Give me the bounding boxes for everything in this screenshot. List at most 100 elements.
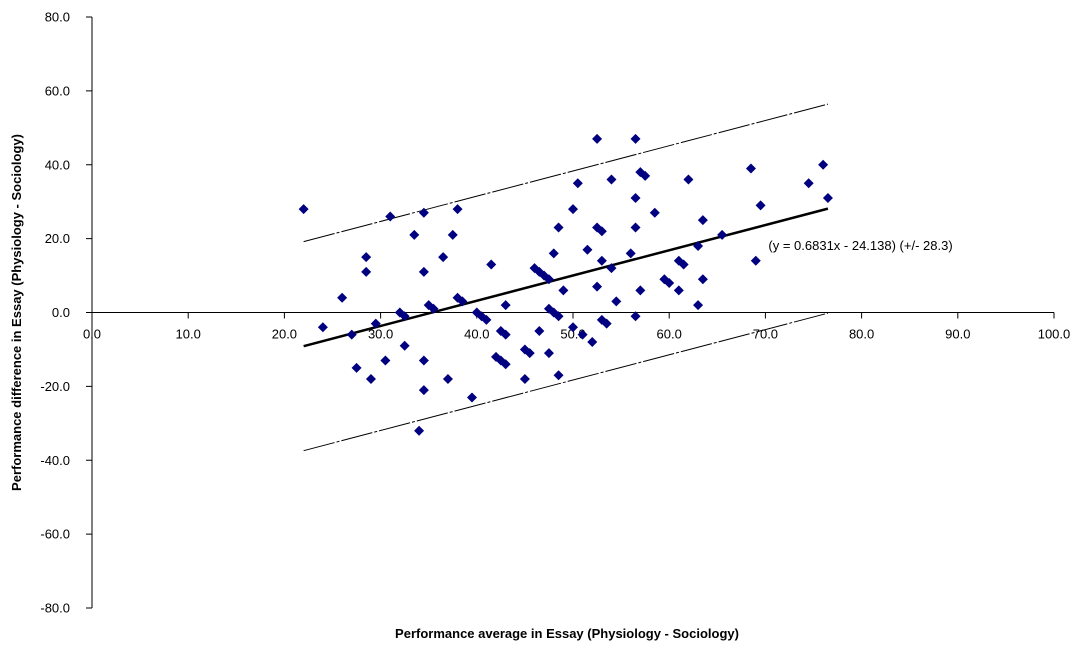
data-point <box>596 255 607 266</box>
data-point <box>649 207 660 218</box>
data-point <box>457 296 468 307</box>
data-point <box>717 229 728 240</box>
data-point <box>635 285 646 296</box>
data-point <box>409 229 420 240</box>
data-point <box>385 211 396 222</box>
data-point <box>414 425 425 436</box>
data-point <box>683 174 694 185</box>
data-point <box>418 207 429 218</box>
data-point <box>697 274 708 285</box>
data-point <box>442 373 453 384</box>
upper-confidence-line <box>303 103 829 243</box>
y-tick-label: 0.0 <box>52 305 70 320</box>
data-point <box>678 259 689 270</box>
regression-line <box>303 207 829 348</box>
x-tick-label: 10.0 <box>176 327 201 342</box>
data-point <box>317 322 328 333</box>
data-point <box>519 373 530 384</box>
data-point <box>553 311 564 322</box>
data-points <box>298 133 833 436</box>
data-point <box>553 222 564 233</box>
data-point <box>481 314 492 325</box>
data-point <box>625 248 636 259</box>
regression-lines <box>303 103 829 452</box>
data-point <box>418 385 429 396</box>
data-point <box>596 226 607 237</box>
data-point <box>822 192 833 203</box>
data-point <box>548 248 559 259</box>
data-point <box>803 178 814 189</box>
data-point <box>606 263 617 274</box>
data-point <box>582 244 593 255</box>
data-point <box>592 133 603 144</box>
data-point <box>500 359 511 370</box>
axes <box>86 16 1055 609</box>
x-tick-label: 0.0 <box>83 327 101 342</box>
data-point <box>524 348 535 359</box>
data-point <box>630 133 641 144</box>
y-tick-label: 20.0 <box>45 231 70 246</box>
y-tick-label: 40.0 <box>45 157 70 172</box>
data-point <box>370 318 381 329</box>
y-tick-label: -80.0 <box>40 601 70 616</box>
data-point <box>630 222 641 233</box>
data-point <box>337 292 348 303</box>
data-point <box>452 204 463 215</box>
data-point <box>418 355 429 366</box>
data-point <box>399 311 410 322</box>
tick-labels: 80.0 60.0 40.0 20.0 0.0 -20.0 -40.0 -60.0 -80.0 0… <box>40 10 1070 616</box>
regression-equation-label: (y = 0.6831x - 24.138) (+/- 28.3) <box>768 238 952 253</box>
data-point <box>568 322 578 333</box>
data-point <box>673 285 684 296</box>
data-point <box>486 259 497 270</box>
data-point <box>640 170 651 181</box>
data-point <box>534 325 545 336</box>
data-point <box>466 392 477 403</box>
x-tick-label: 100.0 <box>1038 327 1071 342</box>
x-axis-title: Performance average in Essay (Physiology… <box>395 626 739 641</box>
y-axis-title: Performance difference in Essay (Physiol… <box>9 134 24 491</box>
data-point <box>568 204 578 215</box>
data-point <box>697 215 708 226</box>
data-point <box>351 362 362 373</box>
data-point <box>630 192 641 203</box>
data-point <box>601 318 612 329</box>
data-point <box>558 285 569 296</box>
data-point <box>500 329 511 340</box>
data-point <box>587 337 598 348</box>
data-point <box>365 373 376 384</box>
data-point <box>543 348 554 359</box>
data-point <box>693 241 704 252</box>
data-point <box>361 252 372 263</box>
data-point <box>346 329 357 340</box>
data-point <box>606 174 617 185</box>
lower-confidence-line <box>303 312 829 452</box>
data-point <box>592 281 603 292</box>
x-tick-label: 70.0 <box>753 327 778 342</box>
data-point <box>745 163 756 174</box>
y-tick-label: -20.0 <box>40 379 70 394</box>
x-tick-label: 20.0 <box>272 327 297 342</box>
data-point <box>693 300 704 311</box>
data-point <box>361 266 372 277</box>
data-point <box>577 329 588 340</box>
data-point <box>438 252 449 263</box>
data-point <box>418 266 429 277</box>
data-point <box>755 200 766 211</box>
data-point <box>447 229 458 240</box>
x-tick-label: 60.0 <box>657 327 682 342</box>
x-tick-label: 50.0 <box>560 327 585 342</box>
data-point <box>380 355 391 366</box>
y-tick-label: -40.0 <box>40 453 70 468</box>
data-point <box>500 300 511 311</box>
y-tick-label: 60.0 <box>45 83 70 98</box>
y-tick-label: 80.0 <box>45 10 70 25</box>
data-point <box>399 340 410 351</box>
x-tick-label: 30.0 <box>368 327 393 342</box>
x-tick-label: 40.0 <box>464 327 489 342</box>
data-point <box>572 178 583 189</box>
x-tick-label: 90.0 <box>945 327 970 342</box>
data-point <box>611 296 622 307</box>
